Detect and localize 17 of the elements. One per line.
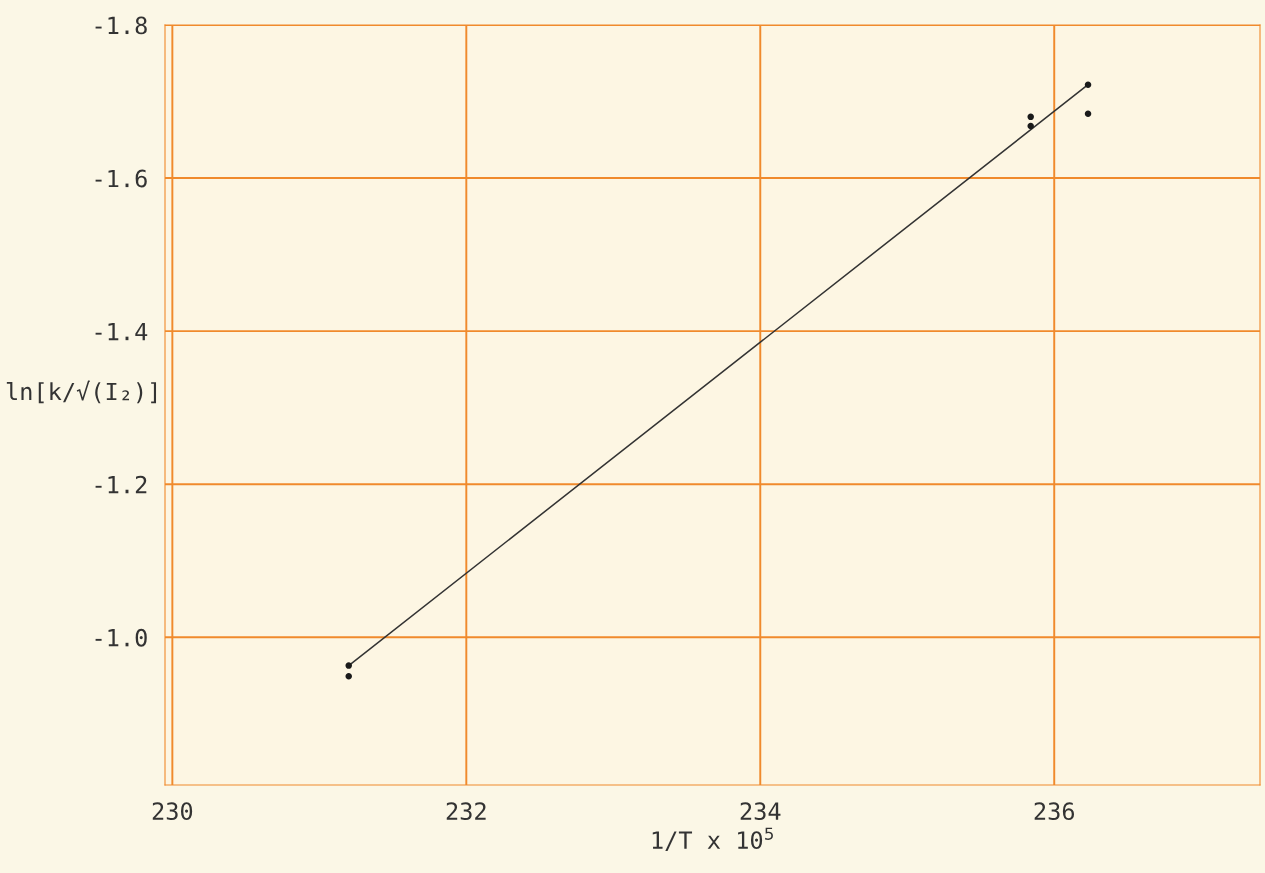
x-tick-label: 230 bbox=[152, 802, 193, 821]
y-tick-label: -1.6 bbox=[95, 169, 147, 188]
y-tick-label: -1.4 bbox=[95, 322, 148, 341]
point bbox=[1027, 113, 1034, 121]
y-tick-label: -1.8 bbox=[95, 16, 147, 35]
point bbox=[1084, 110, 1092, 118]
point bbox=[345, 673, 352, 680]
x-tick-label: 236 bbox=[1034, 802, 1075, 821]
point bbox=[1084, 81, 1092, 88]
point bbox=[345, 662, 352, 669]
x-tick-label: 232 bbox=[446, 802, 486, 821]
x-axis-title: 1/T x 10$^{5}$ bbox=[652, 827, 773, 851]
y-tick-label: -1.2 bbox=[95, 475, 147, 494]
y-axis-title: ln[k/√(I₂)] bbox=[6, 380, 157, 404]
y-tick-label: -1.0 bbox=[95, 628, 147, 647]
point bbox=[1027, 122, 1034, 130]
x-tick-label: 234 bbox=[740, 802, 781, 821]
